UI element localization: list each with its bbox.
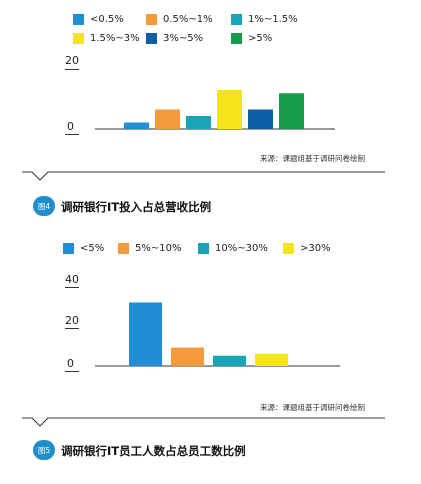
chart1-source: 来源：课题组基于调研问卷绘制	[260, 154, 365, 163]
figure5-caption: 调研银行IT员工人数占总员工数比例	[61, 444, 246, 458]
bar-2	[186, 116, 211, 129]
chart2-ytick-line-40	[65, 287, 79, 288]
bar-5	[279, 93, 304, 129]
bar-1	[155, 109, 180, 129]
legend-swatch	[146, 14, 157, 25]
legend-swatch	[283, 243, 294, 254]
bar-3	[255, 353, 288, 366]
bar-3	[217, 90, 242, 129]
figure5-badge: 图5	[33, 440, 55, 460]
legend-swatch	[146, 33, 157, 44]
legend-swatch	[198, 243, 209, 254]
chart2-source: 来源：课题组基于调研问卷绘制	[260, 403, 365, 412]
chart2-legend-item-3: >30%	[283, 243, 331, 254]
legend-swatch	[73, 14, 84, 25]
chart2-ytick-line-0	[65, 371, 79, 372]
bar-1	[171, 347, 204, 366]
legend-label: <5%	[80, 243, 105, 254]
legend-swatch	[231, 33, 242, 44]
chart1-legend-item-5: >5%	[231, 33, 272, 44]
bar-2	[213, 355, 246, 366]
bar-4	[248, 109, 273, 129]
chart2-ytick-20: 20	[65, 314, 79, 327]
chart2-ytick-line-20	[65, 328, 79, 329]
bar-0	[129, 302, 162, 366]
bar-0	[124, 122, 149, 129]
chart1-legend-item-1: 0.5%~1%	[146, 14, 213, 25]
chart1-legend-item-2: 1%~1.5%	[231, 14, 298, 25]
legend-swatch	[73, 33, 84, 44]
chart1-legend-item-3: 1.5%~3%	[73, 33, 140, 44]
chart2-legend-item-1: 5%~10%	[118, 243, 181, 254]
chart1-ytick-line-0	[65, 134, 79, 135]
chart1-legend-item-4: 3%~5%	[146, 33, 203, 44]
chart2-ytick-0: 0	[67, 357, 74, 370]
legend-label: 10%~30%	[215, 243, 268, 254]
legend-label: 5%~10%	[135, 243, 182, 254]
chart2-legend-item-2: 10%~30%	[198, 243, 268, 254]
legend-label: 3%~5%	[163, 33, 204, 44]
legend-label: >30%	[300, 243, 331, 254]
chart2-legend-item-0: <5%	[63, 243, 104, 254]
legend-swatch	[231, 14, 242, 25]
chart1-ytick-line-20	[65, 69, 79, 70]
chart1-legend-item-0: <0.5%	[73, 14, 124, 25]
legend-label: 1.5%~3%	[90, 33, 140, 44]
legend-label: <0.5%	[90, 14, 124, 25]
figure4-caption: 调研银行IT投入占总营收比例	[61, 200, 212, 214]
chart1-ytick-20: 20	[65, 54, 79, 67]
figure4-badge: 图4	[33, 196, 55, 216]
chart2-ytick-40: 40	[65, 273, 79, 286]
chart1-ytick-0: 0	[67, 120, 74, 133]
legend-label: 1%~1.5%	[248, 14, 298, 25]
legend-label: >5%	[248, 33, 273, 44]
legend-label: 0.5%~1%	[163, 14, 213, 25]
legend-swatch	[118, 243, 129, 254]
legend-swatch	[63, 243, 74, 254]
